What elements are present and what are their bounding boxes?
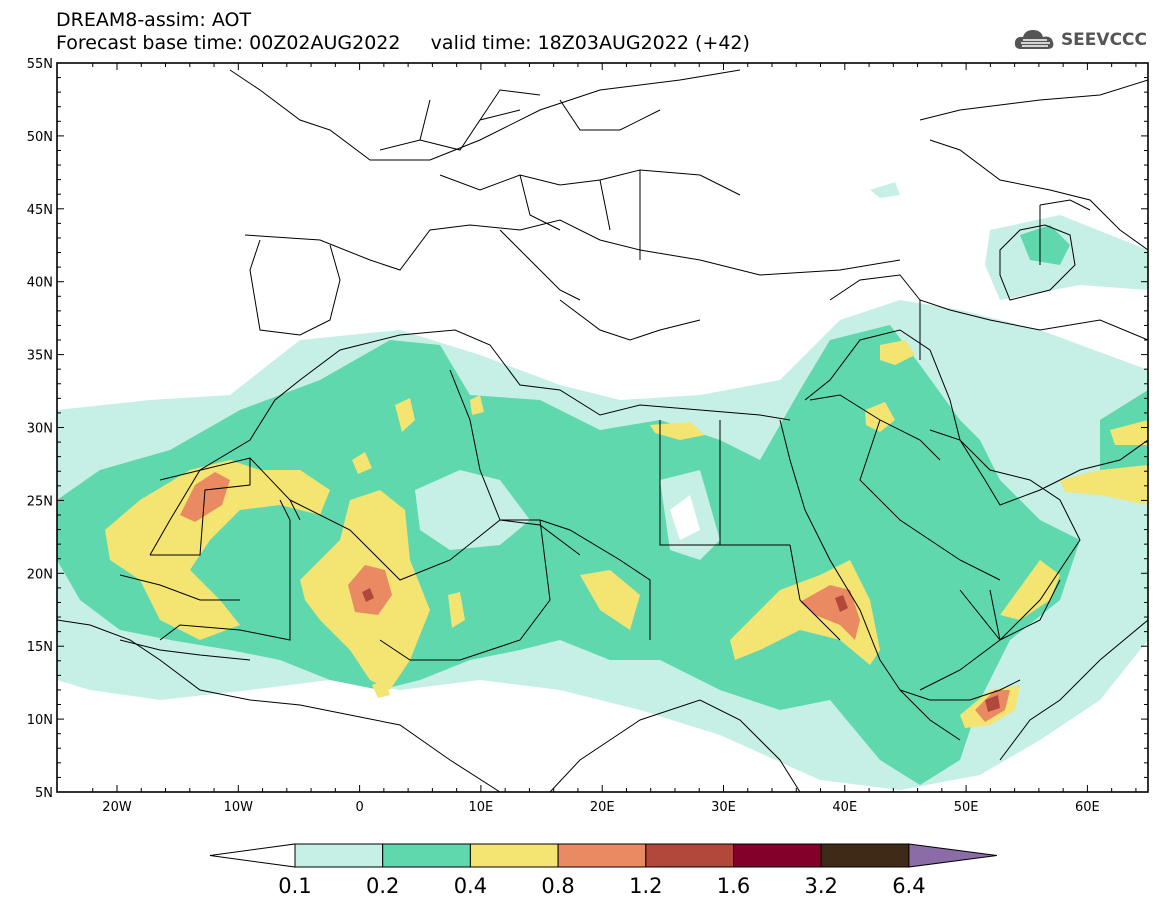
lat-label: 55N [27,57,53,72]
lon-label: 10E [469,800,494,815]
lat-label: 10N [27,713,53,728]
lat-label: 40N [27,276,53,291]
colorbar-segment [733,843,822,868]
seevccc-logo: SEEVCCC [1013,27,1147,53]
lat-label: 50N [27,130,53,145]
longitude-axis: 20W 10W 0 10E 20E 30E 40E 50E 60E [92,63,1137,815]
lon-label: 50E [954,800,979,815]
lat-label: 20N [27,567,53,582]
aot-colorbar: 0.1 0.2 0.4 0.8 1.2 1.6 3.2 6.4 [209,843,997,898]
lat-label: 5N [35,786,53,801]
lat-label: 35N [27,349,53,364]
colorbar-label: 3.2 [804,874,837,898]
colorbar-segment [382,843,471,868]
colorbar-label: 0.8 [541,874,574,898]
colorbar-label: 0.1 [278,874,311,898]
lon-label: 20E [590,800,615,815]
lon-label: 60E [1075,800,1100,815]
lon-label: 10W [224,800,254,815]
lat-label: 25N [27,494,53,509]
lat-label: 45N [27,203,53,218]
colorbar-label: 0.4 [454,874,487,898]
lon-label: 0 [355,800,363,815]
colorbar-label: 6.4 [892,874,925,898]
lat-label: 30N [27,422,53,437]
forecast-time-line: Forecast base time: 00Z02AUG2022 valid t… [56,32,750,54]
colorbar-label: 1.2 [629,874,662,898]
lon-label: 20W [102,800,132,815]
colorbar-segment [645,843,734,868]
lat-label: 15N [27,640,53,655]
logo-text: SEEVCCC [1060,30,1147,50]
colorbar-label: 1.6 [717,874,750,898]
aot-field [57,182,1148,790]
cloud-icon [1014,30,1054,49]
lon-label: 40E [832,800,857,815]
coastlines [57,69,1148,792]
colorbar-segment [294,843,384,868]
colorbar-segment [820,843,910,868]
colorbar-segment [469,843,559,868]
map-title: DREAM8-assim: AOT [56,9,252,31]
colorbar-segment [557,843,647,868]
lon-label: 30E [711,800,736,815]
latitude-axis: 55N 50N 45N 40N 35N 30N 25N 20N 15N 10N 5N [27,57,1148,801]
colorbar-label: 0.2 [366,874,399,898]
colorbar-over-triangle [908,843,997,868]
colorbar-under-triangle [209,843,296,868]
